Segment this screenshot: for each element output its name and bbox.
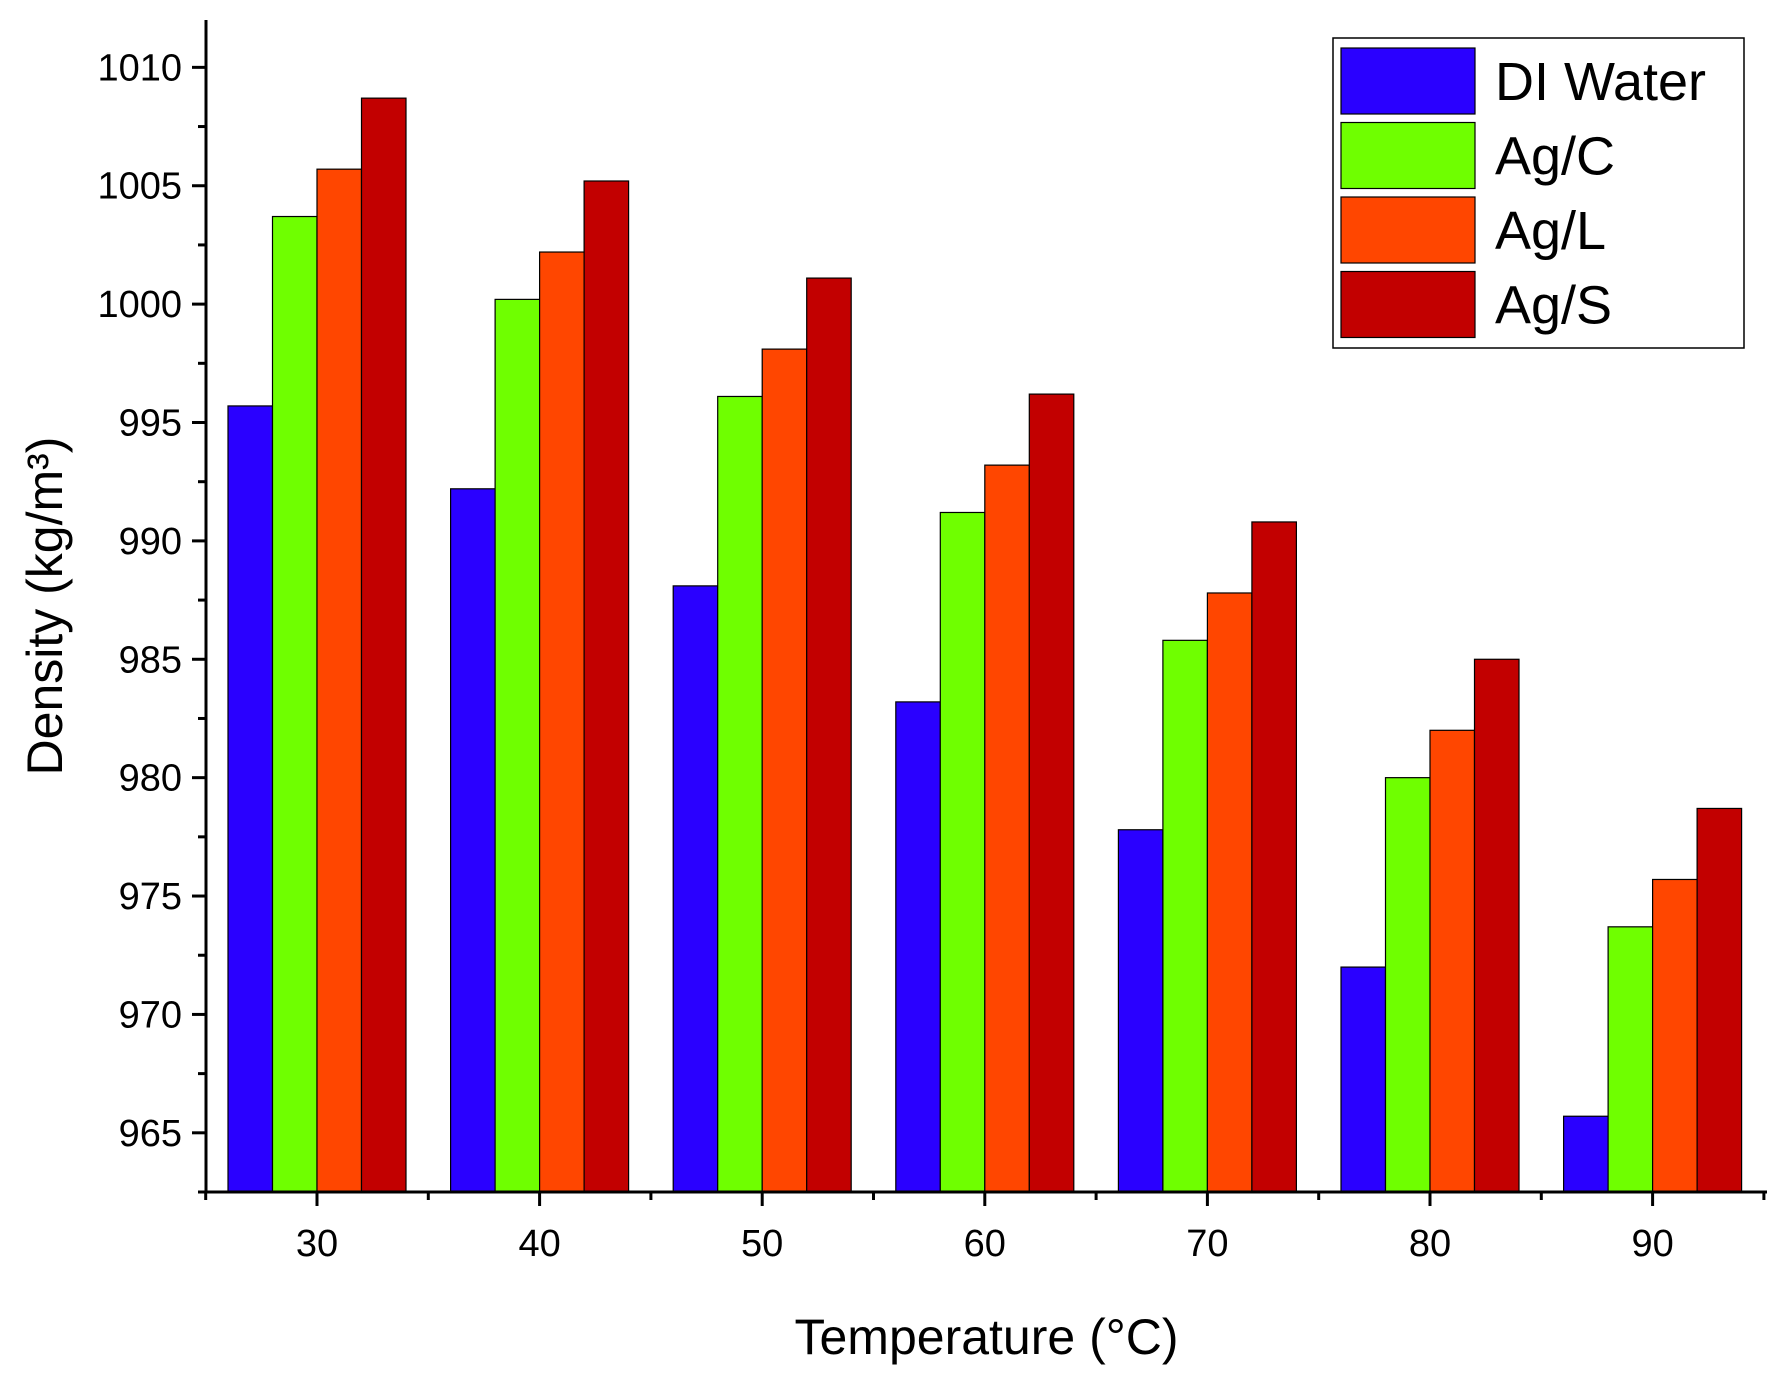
y-tick-label: 975 <box>119 876 182 918</box>
bar-di-water-70 <box>1117 829 1164 1193</box>
legend-swatch-ag-c <box>1340 121 1476 190</box>
y-tick-label: 965 <box>119 1113 182 1155</box>
bar-ag-c-70 <box>1162 639 1209 1193</box>
bar-ag-l-90 <box>1651 878 1698 1193</box>
bar-ag-s-70 <box>1251 521 1298 1193</box>
y-tick-label: 1010 <box>97 47 182 89</box>
legend-swatch-ag-l <box>1340 196 1476 264</box>
y-ticks: 965 970 975 980 985 990 995 1000 1005 1010 <box>97 47 206 1194</box>
bar-di-water-30 <box>227 405 274 1193</box>
bar-di-water-40 <box>450 488 496 1193</box>
bar-ag-s-50 <box>806 277 852 1193</box>
y-tick-label: 1000 <box>97 284 182 326</box>
legend-label: Ag/S <box>1495 276 1612 336</box>
x-tick-label: 80 <box>1409 1223 1451 1265</box>
x-tick-label: 60 <box>964 1223 1006 1265</box>
x-tick-label: 50 <box>741 1223 783 1265</box>
bar-ag-c-40 <box>494 298 541 1193</box>
legend: DI Water Ag/C Ag/L Ag/S <box>1332 37 1745 349</box>
legend-label: DI Water <box>1495 52 1706 112</box>
bar-ag-s-80 <box>1473 658 1520 1193</box>
bar-ag-s-60 <box>1028 393 1075 1193</box>
x-tick-label: 30 <box>296 1223 338 1265</box>
x-tick-label: 70 <box>1186 1223 1228 1265</box>
bar-ag-s-90 <box>1696 807 1743 1193</box>
y-tick-label: 970 <box>119 994 182 1036</box>
bar-ag-c-30 <box>271 215 318 1193</box>
bar-di-water-80 <box>1340 966 1387 1193</box>
y-tick-label: 995 <box>119 403 182 445</box>
bar-ag-c-80 <box>1384 777 1431 1193</box>
bar-ag-c-90 <box>1607 926 1654 1193</box>
bar-ag-c-50 <box>717 395 763 1193</box>
y-tick-label: 990 <box>119 521 182 563</box>
axes-layer <box>204 20 1767 1194</box>
x-tick-label: 90 <box>1631 1223 1673 1265</box>
y-tick-label: 985 <box>119 639 182 681</box>
bar-di-water-60 <box>895 701 941 1193</box>
bar-di-water-50 <box>672 585 719 1193</box>
y-tick-label: 1005 <box>97 166 182 208</box>
bar-ag-l-60 <box>984 464 1030 1193</box>
legend-label: Ag/C <box>1495 127 1615 187</box>
bar-ag-l-50 <box>761 348 808 1193</box>
bar-ag-s-40 <box>583 180 630 1193</box>
bars-layer <box>227 97 1743 1193</box>
x-ticks: 30 40 50 60 70 80 90 <box>204 1192 1766 1265</box>
bar-ag-l-40 <box>538 251 585 1193</box>
legend-swatch-di-water <box>1340 47 1476 115</box>
x-axis-title: Temperature (°C) <box>795 1309 1179 1365</box>
y-axis-title: Density (kg/m³) <box>17 437 73 776</box>
legend-swatch-ag-s <box>1340 270 1476 339</box>
bar-ag-s-30 <box>360 97 407 1193</box>
bar-ag-l-30 <box>316 168 363 1193</box>
bar-di-water-90 <box>1562 1115 1609 1193</box>
x-tick-label: 40 <box>518 1223 560 1265</box>
y-tick-label: 980 <box>119 758 182 800</box>
bar-ag-l-80 <box>1429 729 1476 1193</box>
bar-ag-l-70 <box>1206 592 1253 1193</box>
bar-ag-c-60 <box>939 511 986 1193</box>
legend-label: Ag/L <box>1495 201 1606 261</box>
